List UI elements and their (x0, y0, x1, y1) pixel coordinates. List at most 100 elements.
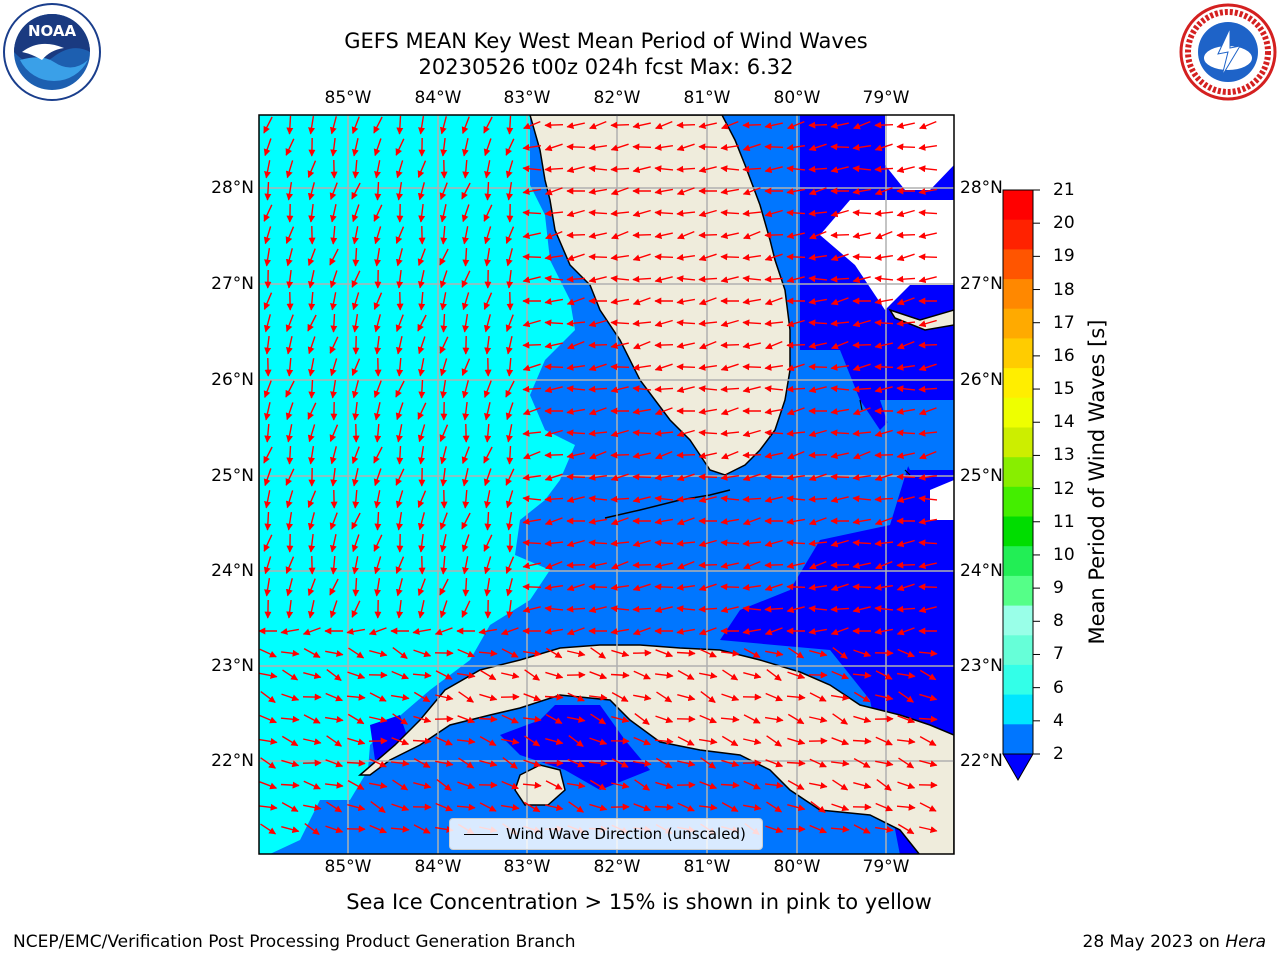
wind-wave-arrow (654, 319, 673, 328)
wind-wave-arrow (874, 539, 894, 547)
wind-wave-arrow (786, 143, 806, 151)
wind-wave-arrow (566, 231, 586, 239)
wind-wave-arrow (852, 518, 872, 525)
wind-wave-arrow (786, 495, 806, 503)
wind-wave-arrow (351, 270, 361, 288)
wind-wave-arrow (417, 336, 426, 355)
wind-wave-arrow (395, 468, 405, 486)
colorbar-segment (1003, 457, 1033, 488)
wind-wave-arrow (523, 759, 542, 768)
wind-wave-arrow (632, 473, 652, 481)
wind-wave-arrow (830, 253, 849, 262)
wind-wave-arrow (698, 253, 717, 262)
wind-wave-arrow (831, 670, 849, 680)
wind-wave-arrow (721, 693, 740, 702)
footer-credit: NCEP/EMC/Verification Post Processing Pr… (13, 932, 576, 952)
wind-wave-arrow (483, 534, 493, 552)
wind-wave-arrow (721, 649, 740, 657)
wind-wave-arrow (610, 187, 629, 196)
wind-wave-arrow (566, 253, 585, 262)
wind-wave-arrow (307, 270, 315, 289)
wind-wave-arrow (830, 693, 850, 701)
wind-wave-arrow (374, 511, 382, 531)
wind-wave-arrow (326, 669, 342, 681)
wind-wave-arrow (286, 511, 294, 531)
wind-wave-arrow (566, 363, 586, 371)
wind-wave-arrow (330, 138, 338, 157)
wind-wave-arrow (435, 736, 453, 746)
wind-wave-arrow (280, 781, 300, 789)
wind-wave-arrow (308, 534, 316, 553)
wind-wave-arrow (611, 716, 630, 724)
wind-wave-arrow (698, 297, 717, 306)
wind-wave-arrow (263, 380, 272, 399)
wind-wave-arrow (303, 780, 321, 790)
wind-wave-arrow (286, 115, 294, 135)
wind-wave-arrow (417, 402, 427, 420)
wind-wave-arrow (698, 429, 718, 437)
wind-wave-arrow (413, 824, 431, 834)
longitude-label: 80°W (773, 857, 821, 877)
wind-wave-arrow (676, 209, 696, 217)
wind-wave-arrow (500, 627, 519, 636)
wind-wave-arrow (853, 450, 871, 460)
colorbar-tick-label: 21 (1053, 180, 1075, 200)
bahamas-island (859, 399, 863, 411)
wind-wave-arrow (439, 578, 449, 596)
wind-wave-arrow (391, 759, 410, 767)
longitude-label: 85°W (324, 88, 372, 108)
wind-wave-arrow (875, 736, 893, 746)
wind-wave-arrow (654, 385, 674, 393)
wind-wave-arrow (698, 143, 718, 151)
wind-wave-arrow (918, 539, 938, 547)
wind-wave-arrow (440, 555, 448, 575)
wind-wave-arrow (654, 188, 674, 195)
wind-wave-arrow (698, 166, 717, 174)
wind-wave-arrow (373, 204, 383, 222)
wind-wave-arrow (346, 628, 366, 635)
wind-wave-arrow (264, 336, 272, 355)
wind-wave-arrow (329, 358, 338, 377)
colorbar-tick-label: 15 (1053, 379, 1075, 400)
bahamas-island (904, 469, 911, 476)
wind-wave-arrow (373, 138, 382, 157)
wind-wave-arrow (483, 204, 493, 222)
wind-wave-arrow (830, 209, 849, 218)
wind-wave-arrow (544, 693, 564, 701)
wind-wave-arrow (370, 801, 386, 813)
wind-wave-arrow (588, 407, 607, 416)
longitude-label: 80°W (773, 88, 821, 108)
wind-wave-arrow (809, 716, 828, 724)
wind-wave-arrow (544, 495, 564, 503)
colorbar-segment (1003, 546, 1033, 577)
wind-wave-arrow (544, 583, 564, 591)
wind-wave-arrow (259, 803, 278, 811)
wind-wave-arrow (632, 209, 651, 218)
wind-wave-arrow (787, 450, 805, 460)
wind-wave-arrow (786, 363, 805, 372)
wind-wave-arrow (698, 539, 717, 548)
wind-wave-arrow (545, 738, 564, 746)
wind-wave-arrow (260, 823, 277, 835)
wind-wave-arrow (395, 556, 405, 574)
wind-wave-arrow (698, 231, 718, 239)
wind-wave-arrow (654, 363, 673, 372)
wind-wave-arrow (852, 188, 872, 195)
wind-wave-arrow (852, 407, 871, 416)
wind-wave-arrow (655, 715, 674, 724)
wind-wave-arrow (567, 650, 586, 658)
wind-wave-arrow (544, 165, 564, 173)
wind-wave-arrow (523, 450, 541, 460)
wind-wave-arrow (461, 138, 469, 157)
wind-wave-arrow (698, 209, 717, 218)
wind-wave-arrow (329, 270, 338, 289)
wind-wave-arrow (568, 735, 584, 747)
latitude-label: 24°N (960, 561, 1003, 581)
wind-wave-arrow (308, 291, 316, 311)
wind-wave-arrow (633, 670, 651, 680)
wind-wave-arrow (522, 276, 541, 284)
wind-wave-arrow (457, 781, 476, 790)
wind-wave-arrow (478, 649, 498, 657)
wind-wave-arrow (522, 363, 541, 372)
wind-wave-arrow (522, 253, 542, 261)
